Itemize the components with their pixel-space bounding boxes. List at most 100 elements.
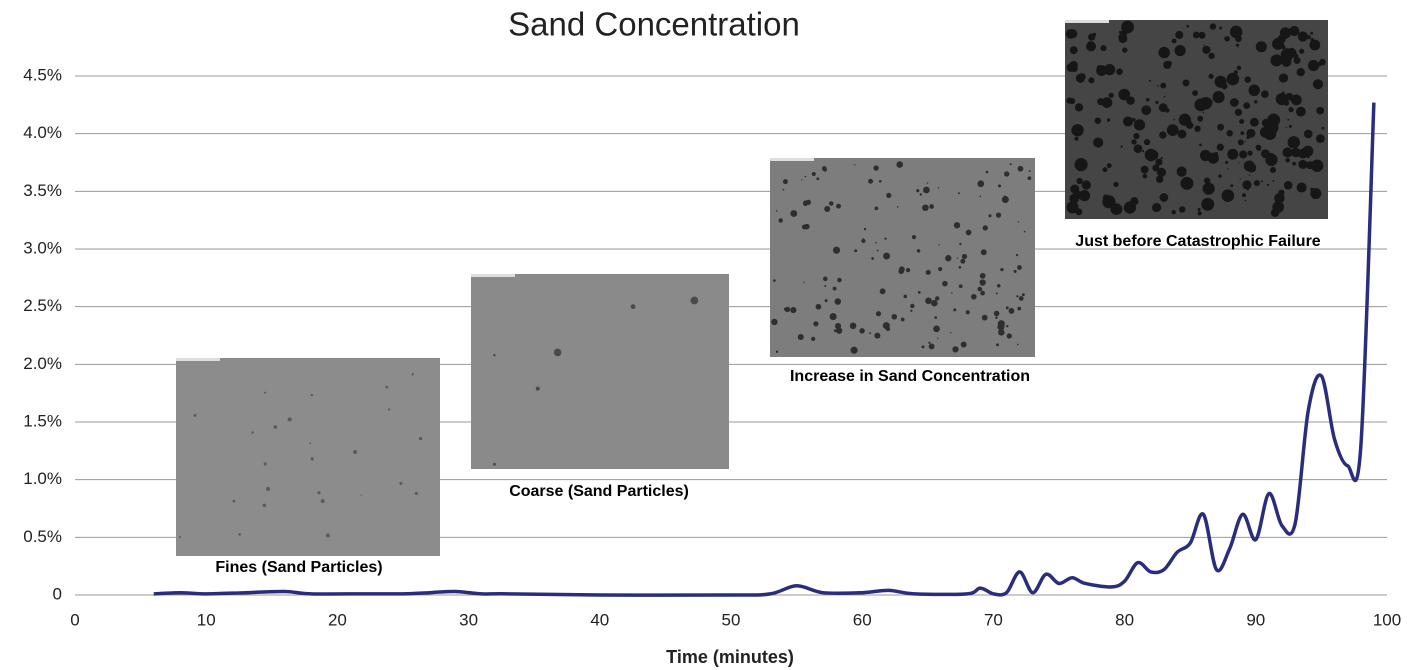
speckle (773, 279, 776, 282)
speckle (1199, 96, 1213, 110)
speckle (1131, 117, 1136, 122)
speckle (1148, 79, 1151, 82)
speckle (1131, 139, 1137, 145)
speckle (1017, 165, 1024, 172)
speckle (1106, 118, 1111, 122)
speckle (1155, 100, 1159, 105)
speckle (1307, 60, 1320, 72)
speckle (1194, 125, 1201, 132)
speckle (960, 258, 966, 264)
speckle (982, 225, 988, 231)
speckle (1321, 126, 1325, 130)
x-tick-label: 20 (328, 610, 347, 629)
speckle (995, 212, 1002, 218)
speckle (1163, 95, 1166, 98)
speckle (1282, 91, 1285, 95)
speckle (1306, 161, 1314, 170)
speckle (1182, 79, 1190, 87)
speckle (1239, 178, 1241, 180)
speckle (1296, 67, 1305, 77)
speckle (957, 192, 960, 195)
speckle (1247, 150, 1253, 156)
annotation: Coarse (Sand Particles) (509, 483, 689, 500)
speckle (811, 336, 816, 342)
speckle (849, 322, 857, 330)
speckle (1096, 65, 1107, 76)
speckle (925, 269, 931, 275)
speckle (873, 165, 879, 171)
speckle (1155, 175, 1164, 183)
speckle (1006, 333, 1012, 339)
speckle (869, 332, 872, 334)
speckle (953, 222, 961, 229)
speckle (1242, 180, 1252, 190)
y-tick-label: 4.5% (23, 65, 62, 84)
speckle (775, 210, 778, 212)
speckle (1074, 103, 1084, 112)
speckle (958, 266, 962, 269)
speckle (1017, 265, 1022, 270)
speckle (950, 332, 952, 334)
speckle (1244, 76, 1251, 83)
speckle (1255, 144, 1262, 151)
speckle (1068, 29, 1078, 39)
speckle (1142, 173, 1148, 179)
x-tick-label: 60 (853, 610, 872, 629)
speckle (1177, 168, 1183, 173)
speckle (553, 348, 562, 357)
speckle (832, 246, 841, 254)
speckle (837, 277, 842, 283)
speckle (310, 393, 314, 397)
speckle (1291, 94, 1302, 106)
speckle (1017, 221, 1020, 223)
speckle (1152, 164, 1160, 172)
speckle (879, 288, 886, 295)
speckle (1244, 199, 1247, 202)
speckle (1302, 145, 1314, 157)
speckle (782, 188, 785, 191)
speckle (910, 309, 913, 312)
speckle (835, 327, 843, 334)
speckle (985, 170, 989, 174)
speckle (1221, 189, 1235, 202)
speckle (1263, 127, 1277, 141)
y-tick-label: 2.5% (23, 296, 62, 315)
speckle (1243, 102, 1251, 109)
speckle (1028, 170, 1031, 172)
speckle (997, 283, 1001, 288)
speckle (1178, 113, 1191, 126)
speckle (1116, 68, 1123, 76)
speckle (821, 166, 827, 171)
speckle (926, 182, 929, 184)
speckle (977, 286, 983, 292)
speckle (1074, 136, 1079, 141)
speckle (630, 304, 636, 310)
speckle (1103, 64, 1116, 76)
speckle (945, 255, 952, 262)
speckle (238, 533, 241, 536)
speckle (1285, 157, 1290, 163)
micrograph-bg (770, 158, 1035, 357)
speckle (1122, 116, 1134, 127)
speckle (1288, 124, 1292, 128)
speckle (1230, 98, 1239, 107)
speckle (903, 294, 908, 299)
data-line (153, 102, 1376, 597)
speckle (1005, 306, 1009, 310)
speckle (937, 186, 940, 189)
speckle (1289, 25, 1300, 37)
speckle (1205, 158, 1208, 161)
speckle (264, 391, 267, 394)
speckle (1289, 49, 1297, 57)
speckle (1108, 92, 1114, 98)
speckle (1224, 35, 1230, 42)
speckle (1151, 202, 1162, 213)
speckle (1272, 38, 1284, 50)
speckle (778, 218, 783, 223)
y-tick-label: 1.5% (23, 411, 62, 430)
speckle (979, 279, 986, 286)
speckle (1201, 197, 1215, 211)
speckle (885, 326, 891, 332)
speckle (310, 457, 314, 461)
